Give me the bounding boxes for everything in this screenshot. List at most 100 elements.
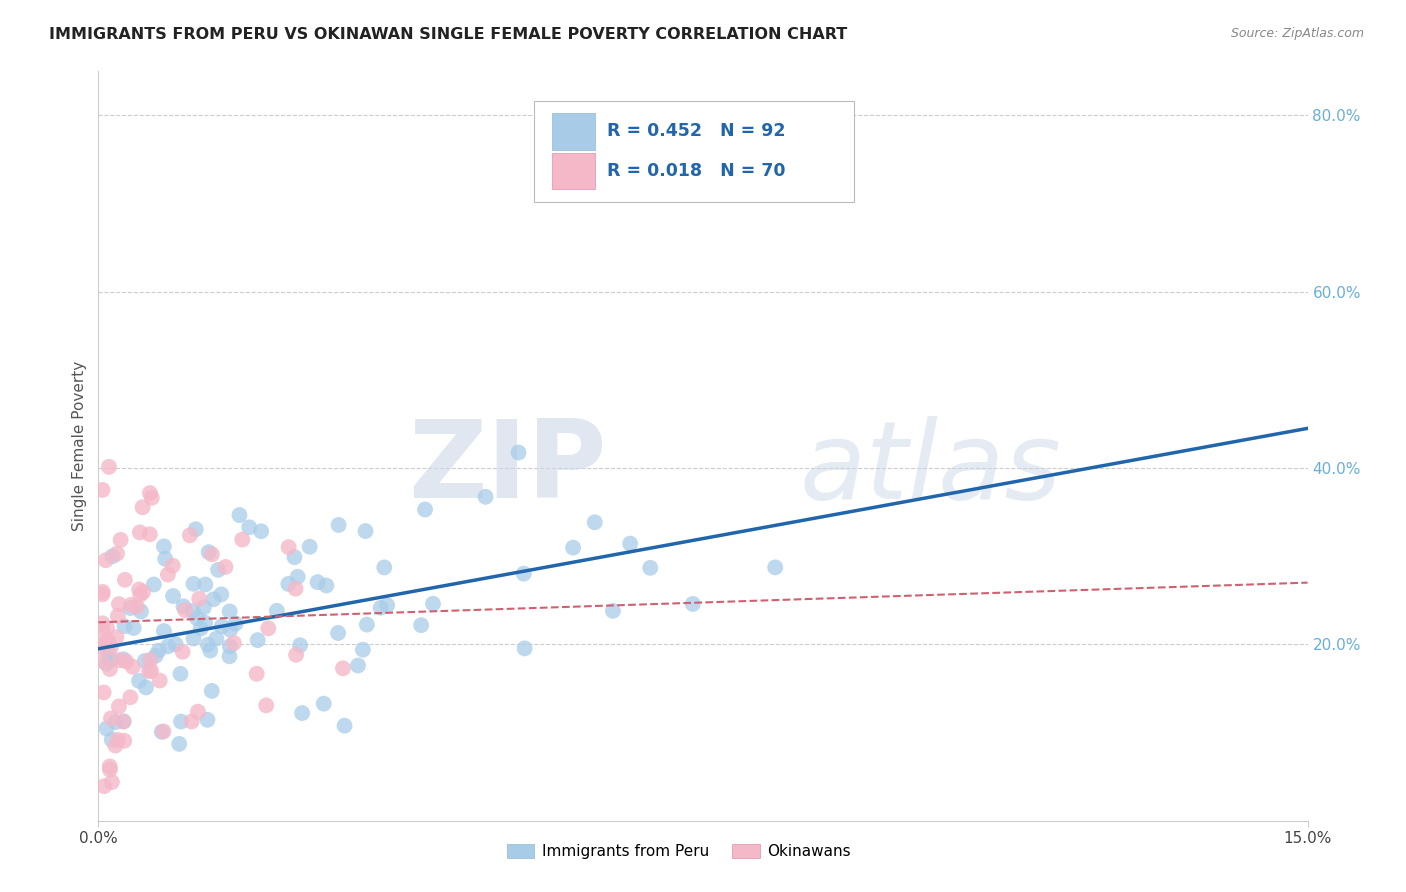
- Point: [194, 577, 217, 591]
- Point: [193, 600, 215, 615]
- Point: [170, 714, 193, 729]
- Point: [120, 690, 142, 705]
- Text: atlas: atlas: [800, 416, 1062, 521]
- Point: [128, 673, 150, 688]
- Point: [184, 522, 207, 536]
- Point: [165, 637, 187, 651]
- Point: [187, 705, 209, 719]
- Point: [186, 611, 208, 625]
- Point: [134, 654, 156, 668]
- Point: [219, 623, 242, 637]
- Point: [474, 490, 496, 504]
- Point: [125, 599, 148, 614]
- Point: [131, 500, 153, 515]
- Point: [107, 733, 129, 747]
- Point: [513, 641, 536, 656]
- Point: [288, 638, 311, 652]
- Point: [225, 616, 247, 631]
- Point: [153, 540, 176, 554]
- Point: [97, 634, 120, 648]
- Point: [315, 578, 337, 592]
- Point: [202, 592, 225, 607]
- Point: [218, 649, 240, 664]
- FancyBboxPatch shape: [551, 113, 595, 150]
- Point: [284, 582, 307, 596]
- Point: [763, 560, 786, 574]
- Point: [97, 634, 120, 648]
- Point: [277, 540, 299, 554]
- Point: [150, 724, 173, 739]
- Point: [100, 732, 122, 747]
- Point: [172, 645, 194, 659]
- Point: [141, 491, 163, 505]
- Point: [91, 616, 114, 631]
- Point: [153, 624, 176, 638]
- Point: [583, 516, 606, 530]
- Point: [100, 711, 122, 725]
- Point: [218, 604, 240, 618]
- Point: [148, 643, 170, 657]
- Point: [373, 560, 395, 574]
- Point: [98, 759, 121, 773]
- Point: [97, 645, 120, 659]
- Point: [183, 577, 205, 591]
- Point: [228, 508, 250, 522]
- Point: [328, 518, 350, 533]
- FancyBboxPatch shape: [534, 102, 855, 202]
- Point: [93, 685, 115, 699]
- Point: [96, 657, 118, 671]
- Point: [120, 598, 142, 612]
- Point: [201, 547, 224, 561]
- Point: [169, 666, 191, 681]
- Point: [156, 640, 179, 654]
- Point: [201, 684, 224, 698]
- Point: [100, 640, 122, 655]
- Point: [105, 630, 128, 644]
- Point: [141, 664, 163, 678]
- Point: [162, 589, 184, 603]
- Y-axis label: Single Female Poverty: Single Female Poverty: [72, 361, 87, 531]
- Point: [121, 659, 143, 673]
- Point: [218, 640, 240, 654]
- Point: [96, 621, 118, 635]
- Point: [287, 570, 309, 584]
- Point: [91, 585, 114, 599]
- Point: [96, 634, 118, 648]
- Point: [602, 604, 624, 618]
- Point: [333, 719, 356, 733]
- Point: [155, 551, 177, 566]
- FancyBboxPatch shape: [551, 153, 595, 189]
- Point: [513, 566, 536, 581]
- Point: [190, 621, 212, 635]
- Text: Source: ZipAtlas.com: Source: ZipAtlas.com: [1230, 27, 1364, 40]
- Point: [638, 561, 661, 575]
- Point: [115, 655, 138, 669]
- Point: [107, 609, 129, 624]
- Point: [254, 698, 277, 713]
- Point: [197, 713, 219, 727]
- Point: [188, 591, 211, 606]
- Point: [100, 653, 122, 667]
- Point: [422, 597, 444, 611]
- Point: [122, 621, 145, 635]
- Point: [104, 739, 127, 753]
- Point: [91, 483, 114, 497]
- Point: [354, 524, 377, 538]
- Point: [167, 737, 190, 751]
- Point: [91, 624, 114, 639]
- Text: ZIP: ZIP: [408, 416, 606, 522]
- Point: [277, 577, 299, 591]
- Point: [375, 599, 398, 613]
- Point: [207, 563, 229, 577]
- Point: [209, 587, 232, 601]
- Point: [250, 524, 273, 539]
- Point: [411, 618, 433, 632]
- Point: [312, 697, 335, 711]
- Point: [174, 603, 197, 617]
- Point: [94, 553, 117, 567]
- Point: [112, 714, 135, 729]
- Point: [619, 536, 641, 550]
- Point: [108, 597, 131, 611]
- Point: [200, 643, 222, 657]
- Point: [413, 502, 436, 516]
